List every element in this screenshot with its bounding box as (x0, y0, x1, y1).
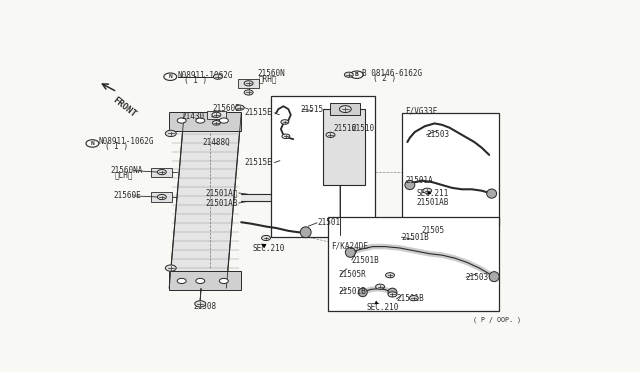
Text: 21503: 21503 (426, 130, 449, 140)
Text: 21430: 21430 (182, 112, 205, 121)
Circle shape (220, 118, 228, 123)
Polygon shape (169, 113, 241, 288)
Text: B: B (355, 72, 358, 77)
Text: 21516: 21516 (333, 124, 356, 133)
Circle shape (376, 284, 385, 289)
Text: 21501B: 21501B (396, 295, 424, 304)
Circle shape (164, 73, 177, 80)
Text: 21501: 21501 (317, 218, 340, 227)
Ellipse shape (405, 180, 415, 190)
Circle shape (281, 120, 289, 124)
Circle shape (212, 112, 221, 118)
Circle shape (157, 170, 166, 175)
Bar (403, 113, 499, 225)
Text: ( 2 ): ( 2 ) (372, 74, 396, 83)
Circle shape (212, 121, 220, 125)
Text: 21560E: 21560E (212, 104, 240, 113)
Circle shape (262, 235, 271, 241)
Text: SEC.211: SEC.211 (416, 189, 449, 198)
Circle shape (196, 278, 205, 283)
Circle shape (388, 292, 397, 297)
Circle shape (339, 106, 351, 112)
Bar (323, 109, 365, 185)
Text: 21505: 21505 (421, 226, 444, 235)
Circle shape (350, 71, 364, 78)
Ellipse shape (358, 288, 367, 297)
Text: 21515: 21515 (301, 105, 324, 113)
Circle shape (282, 134, 290, 139)
Text: ( 1 ): ( 1 ) (184, 76, 207, 85)
Circle shape (195, 301, 205, 307)
Circle shape (86, 140, 99, 147)
Circle shape (326, 132, 335, 137)
Bar (328, 217, 499, 311)
Bar (207, 111, 226, 119)
Text: F/KA24DE: F/KA24DE (331, 241, 368, 250)
Circle shape (410, 296, 419, 301)
Circle shape (213, 74, 222, 79)
Text: （RH）: （RH） (259, 74, 277, 83)
Bar (152, 192, 172, 202)
Text: 21515E: 21515E (244, 158, 273, 167)
Bar (169, 271, 241, 289)
Text: SEC.210: SEC.210 (252, 244, 285, 253)
Circle shape (236, 105, 244, 110)
Circle shape (344, 72, 353, 77)
Text: FRONT: FRONT (111, 96, 138, 119)
Text: 21488Q: 21488Q (202, 138, 230, 147)
Text: 21501AB: 21501AB (416, 198, 449, 207)
Text: N: N (168, 74, 172, 79)
Text: 21510: 21510 (352, 124, 375, 133)
Text: 21501B: 21501B (351, 256, 379, 264)
Ellipse shape (388, 288, 397, 297)
Circle shape (220, 278, 228, 283)
Bar (152, 167, 172, 177)
Text: B 08146-6162G: B 08146-6162G (362, 69, 422, 78)
Circle shape (165, 265, 176, 271)
Text: 21503: 21503 (466, 273, 489, 282)
Ellipse shape (300, 227, 311, 238)
Ellipse shape (489, 272, 499, 282)
Circle shape (157, 195, 166, 200)
Text: 21560N: 21560N (257, 69, 285, 78)
Ellipse shape (487, 189, 497, 198)
Bar (271, 96, 375, 237)
Bar (169, 112, 241, 131)
Circle shape (165, 130, 176, 137)
Text: N: N (90, 141, 94, 146)
Text: 21501B: 21501B (401, 232, 429, 242)
Bar (330, 103, 360, 115)
Text: N08911-1062G: N08911-1062G (178, 71, 233, 80)
Bar (238, 79, 259, 88)
Text: 21515E: 21515E (244, 108, 273, 117)
Circle shape (244, 81, 253, 86)
Text: 〈LH〉: 〈LH〉 (115, 171, 133, 180)
Circle shape (244, 90, 253, 95)
Circle shape (177, 118, 186, 123)
Text: N08911-1062G: N08911-1062G (99, 137, 154, 146)
Ellipse shape (346, 247, 355, 257)
Text: 21508: 21508 (193, 302, 216, 311)
Text: 21501B: 21501B (339, 287, 367, 296)
Text: 21501A: 21501A (405, 176, 433, 185)
Circle shape (385, 273, 394, 278)
Text: ( I ): ( I ) (105, 141, 128, 151)
Text: 21560NA: 21560NA (111, 166, 143, 175)
Text: F/VG33E: F/VG33E (405, 107, 437, 116)
Text: 21501AⅡ: 21501AⅡ (205, 189, 237, 198)
Circle shape (177, 278, 186, 283)
Text: ( P / OOP. ): ( P / OOP. ) (473, 317, 521, 323)
Text: 21560E: 21560E (114, 191, 141, 201)
Circle shape (423, 188, 431, 193)
Text: SEC.210: SEC.210 (367, 303, 399, 312)
Text: 21501AB: 21501AB (205, 199, 237, 208)
Text: 21505R: 21505R (339, 270, 367, 279)
Circle shape (196, 118, 205, 123)
